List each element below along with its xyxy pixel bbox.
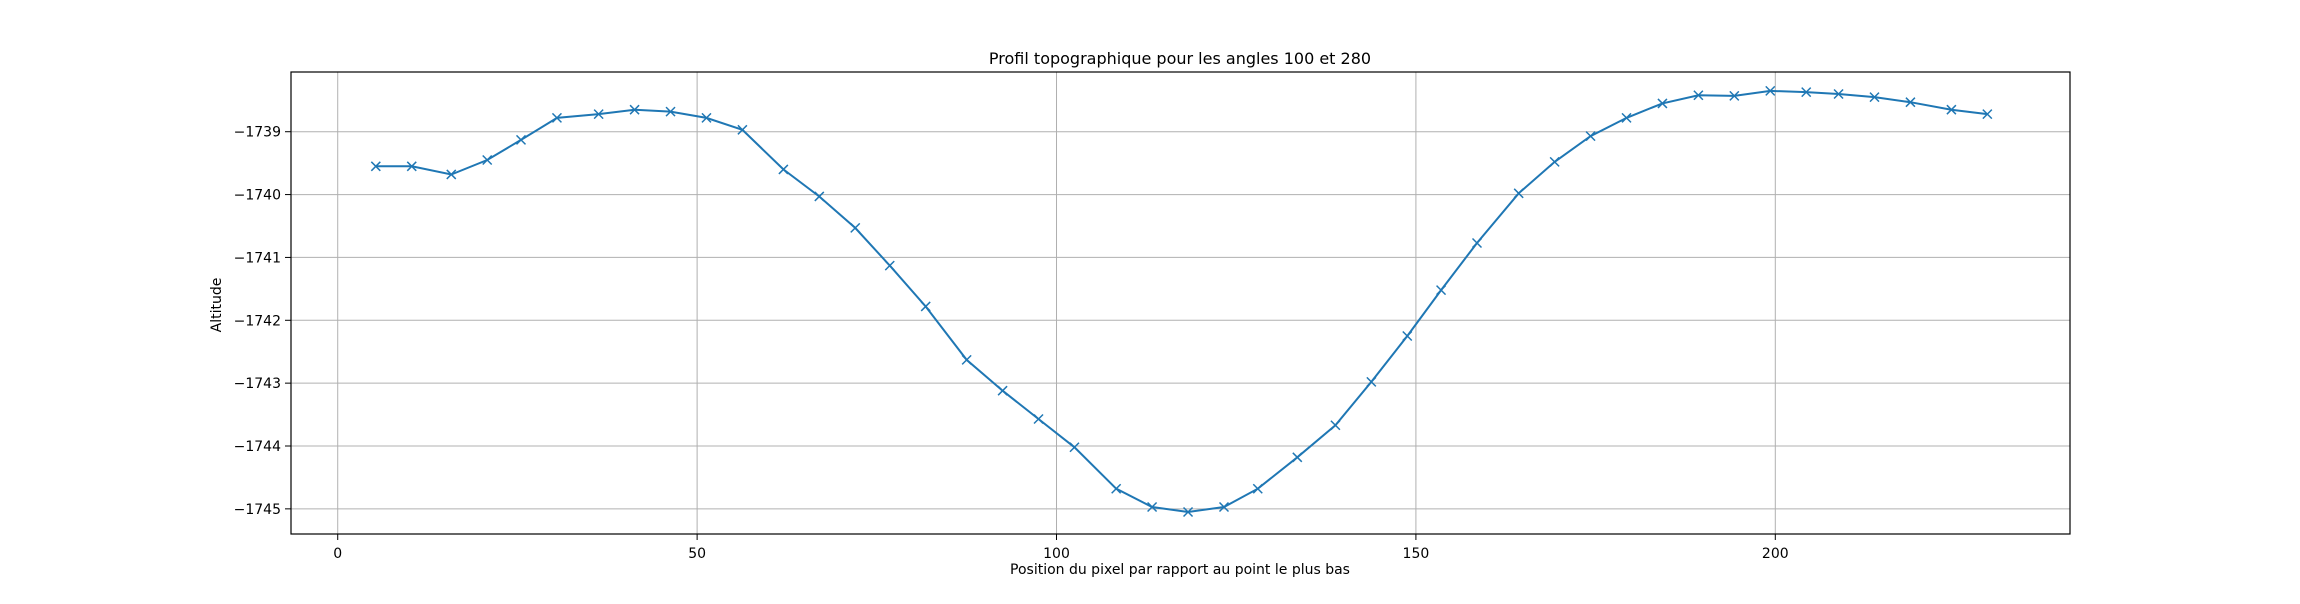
data-point-marker — [1833, 88, 1844, 100]
data-point-marker — [1471, 237, 1483, 249]
data-point-marker — [1765, 85, 1776, 96]
data-point-marker — [778, 164, 789, 175]
data-point-marker — [1330, 420, 1341, 431]
data-point-marker — [1729, 90, 1740, 101]
y-tick-label: −1744 — [234, 439, 281, 455]
x-axis-label: Position du pixel par rapport au point l… — [1010, 562, 1350, 578]
data-point-marker — [737, 124, 748, 135]
data-point-marker — [551, 112, 562, 123]
data-point-marker — [1366, 376, 1377, 387]
data-point-marker — [1549, 156, 1560, 167]
data-point-marker — [1436, 285, 1447, 296]
data-point-marker — [515, 134, 527, 145]
x-tick-label: 200 — [1762, 546, 1789, 562]
data-point-marker — [482, 154, 493, 166]
data-point-marker — [1292, 452, 1303, 463]
data-point-marker — [1585, 131, 1596, 142]
y-tick-label: −1742 — [234, 313, 281, 329]
data-point-marker — [1982, 109, 1993, 120]
y-tick-label: −1740 — [234, 188, 281, 204]
data-point-marker — [850, 222, 861, 233]
data-point-marker — [997, 385, 1008, 396]
data-point-marker — [1801, 87, 1812, 98]
x-tick-label: 0 — [333, 546, 342, 562]
data-point-marker — [1252, 483, 1263, 494]
data-point-marker — [446, 169, 457, 180]
data-point-marker — [1402, 330, 1413, 342]
data-point-marker — [1869, 92, 1880, 103]
series-layer — [370, 85, 1993, 518]
axis-ticks: 0 50 100 150 200 −1739 −1740 −1741 −1742 −1743 −17… — [234, 125, 1789, 562]
data-point-marker — [1111, 483, 1122, 494]
data-point-marker — [629, 104, 640, 115]
data-point-marker — [1218, 501, 1230, 513]
y-axis-label: Altitude — [209, 278, 225, 333]
data-point-marker — [1905, 97, 1916, 108]
data-point-marker — [1693, 90, 1704, 101]
x-tick-label: 100 — [1043, 546, 1070, 562]
y-tick-label: −1745 — [234, 502, 281, 518]
data-point-marker — [1657, 98, 1668, 109]
plot-frame — [290, 71, 2071, 535]
series-line — [375, 89, 1988, 514]
data-point-marker — [1183, 506, 1194, 518]
grid-lines — [291, 72, 2070, 534]
x-tick-label: 150 — [1403, 546, 1430, 562]
x-tick-label: 50 — [688, 546, 706, 562]
data-point-marker — [406, 161, 417, 172]
data-point-marker — [1946, 104, 1957, 115]
data-point-marker — [701, 112, 712, 123]
y-tick-label: −1743 — [234, 376, 281, 392]
data-point-marker — [593, 109, 604, 120]
data-point-marker — [1513, 188, 1524, 199]
data-point-marker — [920, 301, 931, 312]
y-tick-label: −1739 — [234, 125, 281, 141]
data-point-marker — [1147, 501, 1158, 513]
data-point-marker — [1033, 413, 1044, 425]
chart-title: Profil topographique pour les angles 100… — [989, 49, 1371, 68]
data-point-marker — [961, 354, 972, 365]
data-point-marker — [1621, 112, 1632, 123]
data-point-marker — [665, 106, 676, 117]
y-tick-label: −1741 — [234, 250, 281, 266]
data-point-marker — [814, 191, 825, 202]
data-point-marker — [1069, 442, 1080, 453]
data-point-marker — [370, 161, 381, 172]
data-point-marker — [884, 260, 895, 271]
